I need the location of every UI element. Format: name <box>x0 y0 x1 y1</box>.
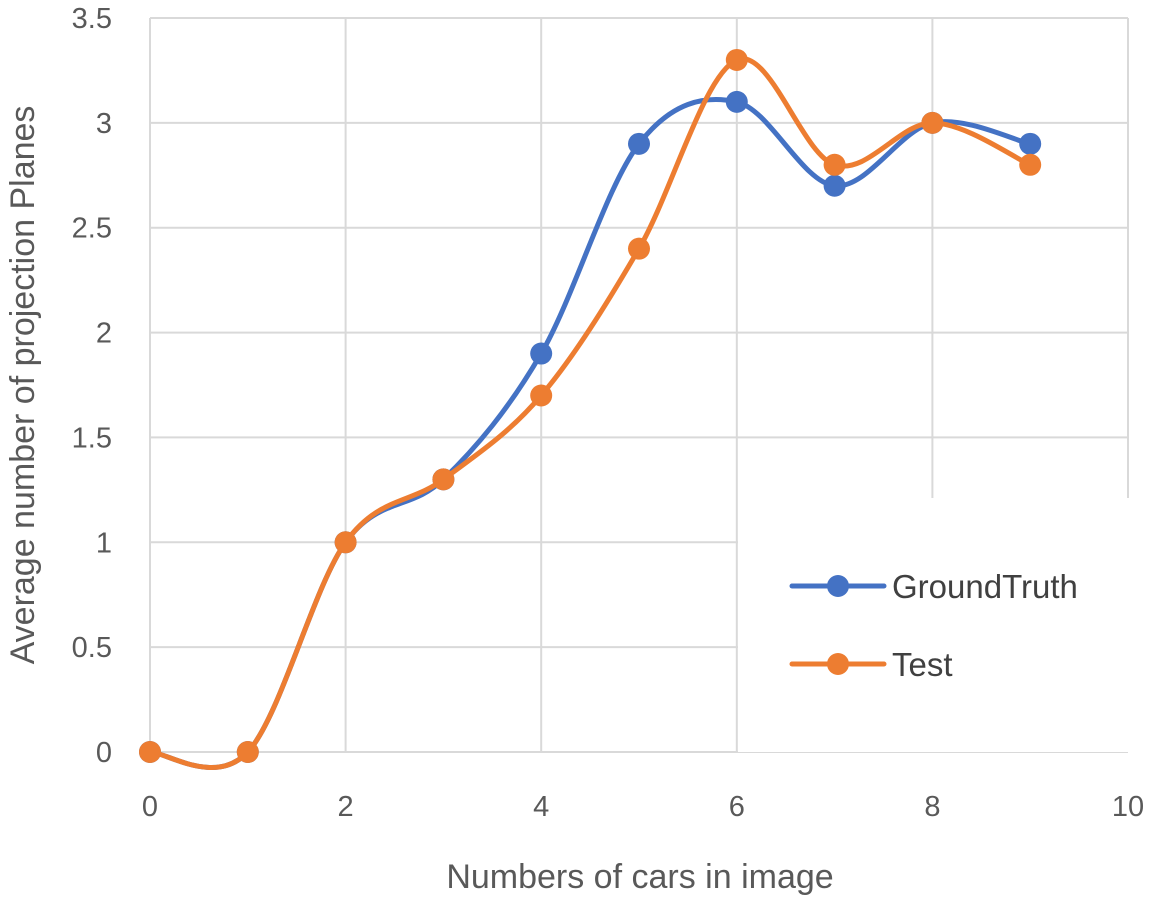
data-point <box>530 342 553 365</box>
y-tick-label: 1.5 <box>72 422 112 454</box>
x-tick-label: 4 <box>533 791 549 823</box>
legend-label: GroundTruth <box>892 568 1078 605</box>
y-tick-label: 2.5 <box>72 213 112 245</box>
series-layer <box>139 48 1042 771</box>
series-line <box>147 56 1033 771</box>
y-tick-label: 2 <box>96 318 112 350</box>
x-axis-title: Numbers of cars in image <box>446 858 833 896</box>
data-point <box>725 48 748 71</box>
x-tick-label: 8 <box>924 791 940 823</box>
data-point <box>921 111 944 134</box>
x-tick-label: 2 <box>338 791 354 823</box>
legend-box <box>738 498 1148 752</box>
data-point <box>334 531 357 554</box>
legend: GroundTruth Test <box>738 498 1148 752</box>
x-tick-label: 10 <box>1112 791 1144 823</box>
data-point <box>725 90 748 113</box>
series-test <box>139 48 1042 771</box>
data-point <box>139 741 161 763</box>
data-point <box>628 237 650 260</box>
y-tick-label: 3.5 <box>72 3 112 35</box>
tick-labels: 0 0.5 1 1.5 2 2.5 3 3.5 0 2 4 6 8 10 <box>72 3 1144 823</box>
data-point <box>236 741 259 763</box>
x-tick-label: 6 <box>729 791 745 823</box>
y-tick-label: 0.5 <box>72 632 112 664</box>
legend-swatch-marker <box>827 575 849 597</box>
data-point <box>1019 132 1042 155</box>
y-axis-title: Average number of projection Planes <box>4 106 42 665</box>
data-point <box>628 132 650 155</box>
data-point <box>823 153 846 176</box>
legend-swatch-marker <box>827 653 849 675</box>
y-tick-label: 3 <box>96 108 112 140</box>
y-tick-label: 1 <box>96 527 112 559</box>
data-point <box>432 468 455 491</box>
data-point <box>823 174 846 197</box>
legend-label: Test <box>892 646 953 683</box>
data-point <box>530 384 553 407</box>
data-point <box>1019 153 1042 176</box>
y-tick-label: 0 <box>96 737 112 769</box>
x-tick-label: 0 <box>142 791 158 823</box>
